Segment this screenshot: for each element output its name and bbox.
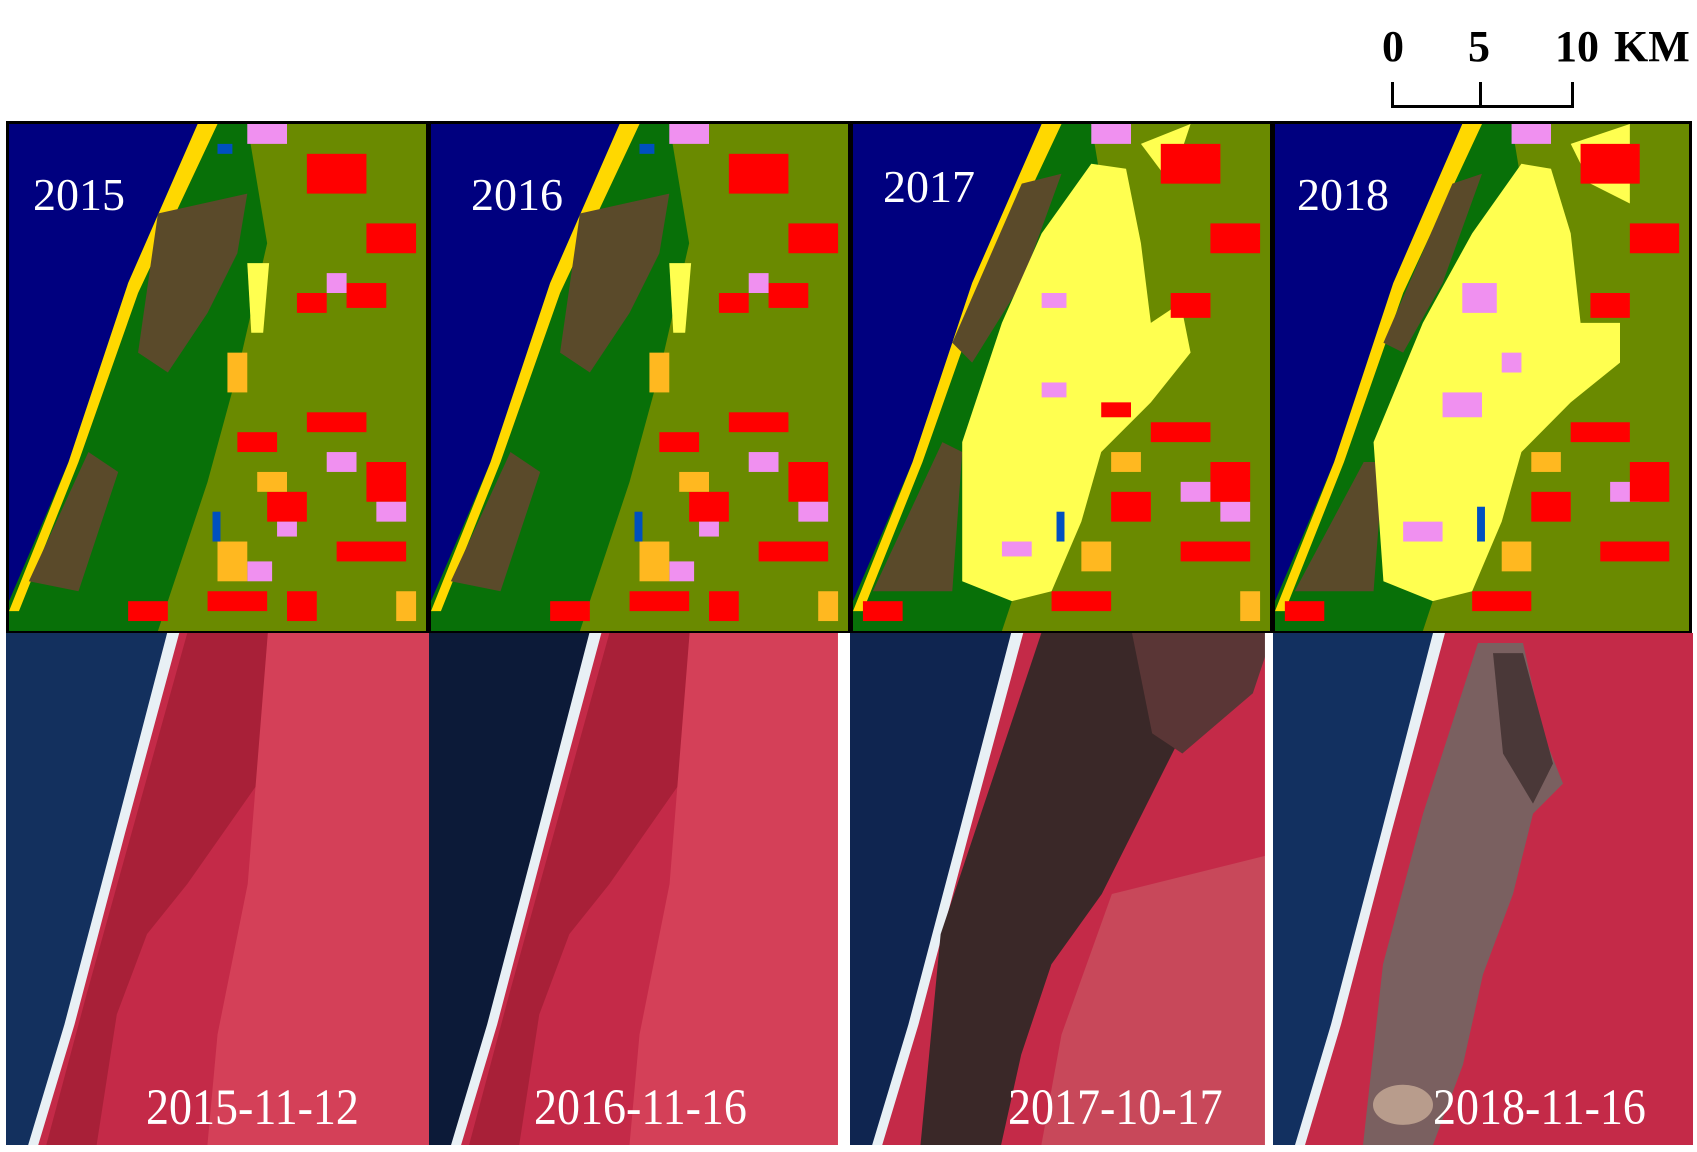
satellite-image-2016-11-16: 2016-11-16 <box>429 633 850 1145</box>
year-label-2018: 2018 <box>1297 169 1389 220</box>
scale-tick-10: 10 <box>1555 22 1599 71</box>
scale-tick-mark-0 <box>1391 82 1394 108</box>
date-label-2015-11-12: 2015-11-12 <box>146 1078 359 1135</box>
classification-map-graphic <box>431 124 848 631</box>
satellite-image-graphic <box>1273 633 1693 1145</box>
classification-map-2015: 2015 <box>6 121 429 634</box>
classification-map-2017: 2017 <box>850 121 1273 634</box>
year-label-2015: 2015 <box>33 169 125 220</box>
classification-map-graphic <box>853 124 1270 631</box>
satellite-image-graphic <box>850 633 1273 1145</box>
scale-bar: 0 5 10 KM <box>1382 22 1692 112</box>
scale-line-horizontal <box>1391 105 1574 108</box>
classification-map-graphic <box>1275 124 1689 631</box>
scale-tick-mark-10 <box>1571 82 1574 108</box>
date-label-2016-11-16: 2016-11-16 <box>534 1078 747 1135</box>
scale-tick-5: 5 <box>1468 22 1490 71</box>
scale-unit: KM <box>1614 22 1690 71</box>
satellite-image-2017-10-17: 2017-10-17 <box>850 633 1273 1145</box>
classification-map-2018: 2018 <box>1272 121 1692 634</box>
year-label-2016: 2016 <box>471 169 563 220</box>
date-label-2017-10-17: 2017-10-17 <box>1008 1078 1223 1135</box>
classification-map-2016: 2016 <box>428 121 851 634</box>
scale-tick-mark-5 <box>1479 82 1482 108</box>
year-label-2017: 2017 <box>883 161 975 212</box>
satellite-image-2018-11-16: 2018-11-16 <box>1273 633 1693 1145</box>
satellite-image-graphic <box>429 633 850 1145</box>
scale-tick-0: 0 <box>1382 22 1404 71</box>
date-label-2018-11-16: 2018-11-16 <box>1433 1078 1646 1135</box>
satellite-image-2015-11-12: 2015-11-12 <box>6 633 429 1145</box>
classification-map-graphic <box>9 124 426 631</box>
satellite-image-graphic <box>6 633 429 1145</box>
